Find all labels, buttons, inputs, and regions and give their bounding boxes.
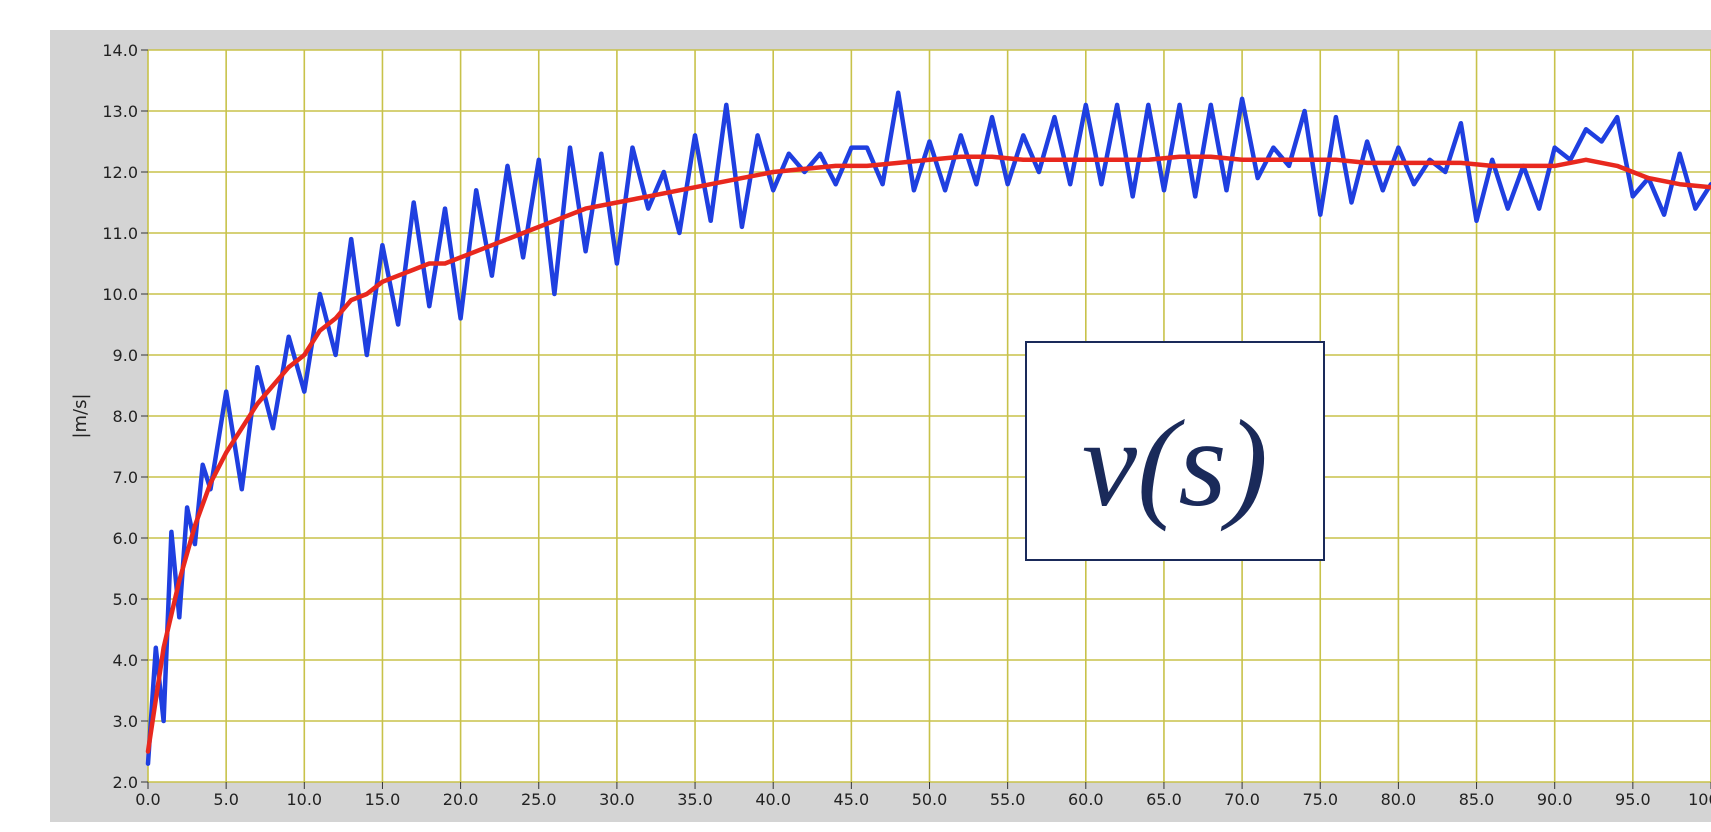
x-tick-label: 30.0 <box>599 790 635 809</box>
y-tick-label: 14.0 <box>102 41 138 60</box>
x-tick-label: 70.0 <box>1224 790 1260 809</box>
y-tick-label: 3.0 <box>113 712 138 731</box>
y-tick-label: 6.0 <box>113 529 138 548</box>
x-tick-label: 95.0 <box>1615 790 1651 809</box>
x-tick-label: 50.0 <box>912 790 948 809</box>
y-tick-label: 5.0 <box>113 590 138 609</box>
series-layer <box>145 90 1711 766</box>
x-tick-label: 65.0 <box>1146 790 1182 809</box>
x-tick-label: 90.0 <box>1537 790 1573 809</box>
formula-annotation: v(s) <box>1025 341 1325 561</box>
y-axis: 2.0 3.0 4.0 5.0 6.0 7.0 8.0 9.0 10.0 11.0 12.0 13.0… <box>102 41 148 792</box>
x-tick-label: 55.0 <box>990 790 1026 809</box>
x-tick-label: 75.0 <box>1302 790 1338 809</box>
y-tick-label: 9.0 <box>113 346 138 365</box>
x-axis: 0.0 5.0 10.0 15.0 20.0 25.0 30.0 35.0 40.0 45.0 50… <box>135 782 1711 809</box>
x-tick-label: 0.0 <box>135 790 160 809</box>
y-tick-label: 12.0 <box>102 163 138 182</box>
y-tick-label: 8.0 <box>113 407 138 426</box>
formula-label: v(s) <box>1082 395 1268 532</box>
y-tick-label: 13.0 <box>102 102 138 121</box>
x-tick-label: 15.0 <box>365 790 401 809</box>
x-tick-label: 100.0 <box>1688 790 1711 809</box>
y-tick-label: 10.0 <box>102 285 138 304</box>
formula-box-frame <box>1025 341 1325 561</box>
y-tick-label: 2.0 <box>113 773 138 792</box>
x-tick-label: 60.0 <box>1068 790 1104 809</box>
x-tick-label: 85.0 <box>1459 790 1495 809</box>
x-tick-label: 25.0 <box>521 790 557 809</box>
x-tick-label: 20.0 <box>443 790 479 809</box>
y-axis-title: |m/s| <box>70 393 91 438</box>
x-tick-label: 35.0 <box>677 790 713 809</box>
x-tick-label: 5.0 <box>213 790 238 809</box>
x-tick-label: 45.0 <box>834 790 870 809</box>
x-tick-label: 80.0 <box>1381 790 1417 809</box>
x-tick-label: 40.0 <box>755 790 791 809</box>
y-tick-label: 4.0 <box>113 651 138 670</box>
y-tick-label: 7.0 <box>113 468 138 487</box>
x-tick-label: 10.0 <box>286 790 322 809</box>
y-tick-label: 11.0 <box>102 224 138 243</box>
